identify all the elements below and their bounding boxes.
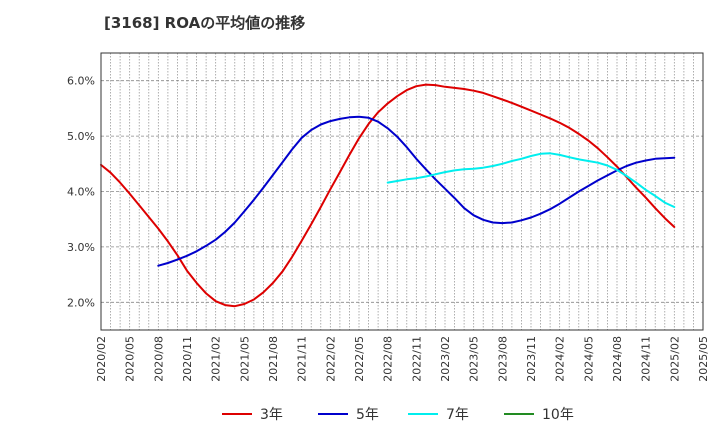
x-tick-label: 2022/11	[410, 336, 423, 382]
grid-layer	[101, 53, 703, 330]
series-line-7年	[386, 152, 676, 208]
y-axis: 2.0% 3.0% 4.0% 5.0% 6.0%	[67, 75, 95, 310]
legend-label: 5年	[356, 407, 379, 423]
chart-title: [3168] ROAの平均値の推移	[104, 14, 306, 32]
x-tick-label: 2022/08	[382, 336, 395, 382]
x-tick-label: 2023/05	[468, 336, 481, 382]
x-tick-label: 2020/11	[181, 336, 194, 382]
legend-label: 10年	[542, 407, 574, 423]
x-tick-label: 2023/08	[496, 336, 509, 382]
x-tick-label: 2024/05	[582, 336, 595, 382]
legend: 3年 5年 7年 10年	[222, 407, 574, 423]
x-tick-label: 2023/02	[439, 336, 452, 382]
x-tick-label: 2021/05	[238, 336, 251, 382]
x-tick-label: 2020/02	[95, 336, 108, 382]
x-axis: 2020/02 2020/05 2020/08 2020/11 2021/02 2021/…	[95, 336, 710, 382]
x-tick-label: 2025/05	[697, 336, 710, 382]
series-line-3年	[100, 83, 676, 308]
x-tick-label: 2020/08	[152, 336, 165, 382]
x-tick-label: 2021/02	[210, 336, 223, 382]
x-tick-label: 2022/05	[353, 336, 366, 382]
legend-label: 7年	[446, 407, 469, 423]
x-tick-label: 2024/02	[554, 336, 567, 382]
y-tick-label: 5.0%	[67, 130, 95, 143]
plot-frame	[100, 52, 704, 331]
x-tick-label: 2024/11	[640, 336, 653, 382]
series-line-5年	[157, 115, 676, 267]
x-tick-label: 2023/11	[525, 336, 538, 382]
y-tick-label: 3.0%	[67, 241, 95, 254]
series-layer	[100, 83, 676, 308]
y-tick-label: 2.0%	[67, 296, 95, 309]
legend-label: 3年	[260, 407, 283, 423]
y-tick-label: 4.0%	[67, 186, 95, 199]
y-tick-label: 6.0%	[67, 75, 95, 88]
x-tick-label: 2025/02	[668, 336, 681, 382]
x-tick-label: 2021/08	[267, 336, 280, 382]
x-tick-label: 2020/05	[124, 336, 137, 382]
x-tick-label: 2021/11	[296, 336, 309, 382]
x-tick-label: 2022/02	[324, 336, 337, 382]
x-tick-label: 2024/08	[611, 336, 624, 382]
